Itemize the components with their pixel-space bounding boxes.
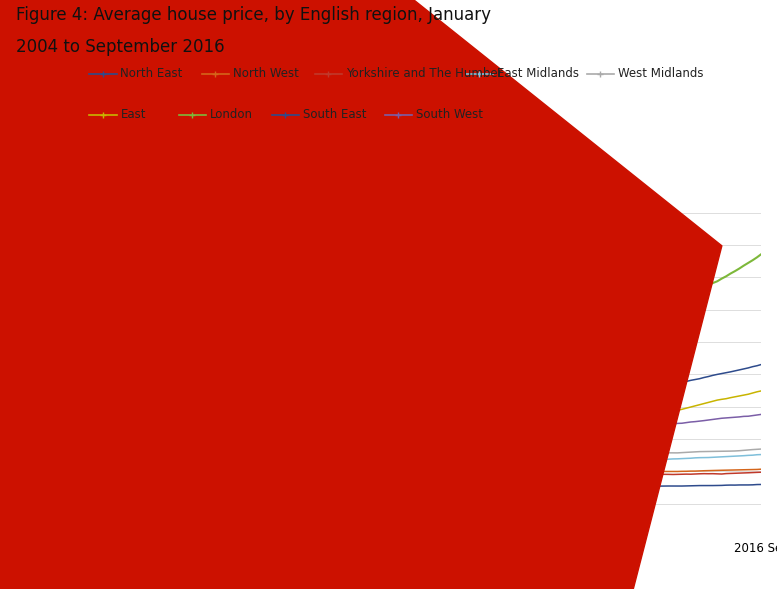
Text: North East: North East: [120, 67, 183, 80]
Text: 2004 to September 2016: 2004 to September 2016: [16, 38, 225, 57]
Text: South West: South West: [416, 108, 483, 121]
Text: London: London: [210, 108, 253, 121]
Text: East: East: [120, 108, 146, 121]
Text: West Midlands: West Midlands: [618, 67, 703, 80]
Text: Yorkshire and The Humber: Yorkshire and The Humber: [346, 67, 503, 80]
Text: East Midlands: East Midlands: [497, 67, 580, 80]
Text: North West: North West: [233, 67, 299, 80]
Text: South East: South East: [303, 108, 367, 121]
Text: £: £: [89, 191, 97, 204]
Text: Figure 4: Average house price, by English region, January: Figure 4: Average house price, by Englis…: [16, 6, 490, 24]
